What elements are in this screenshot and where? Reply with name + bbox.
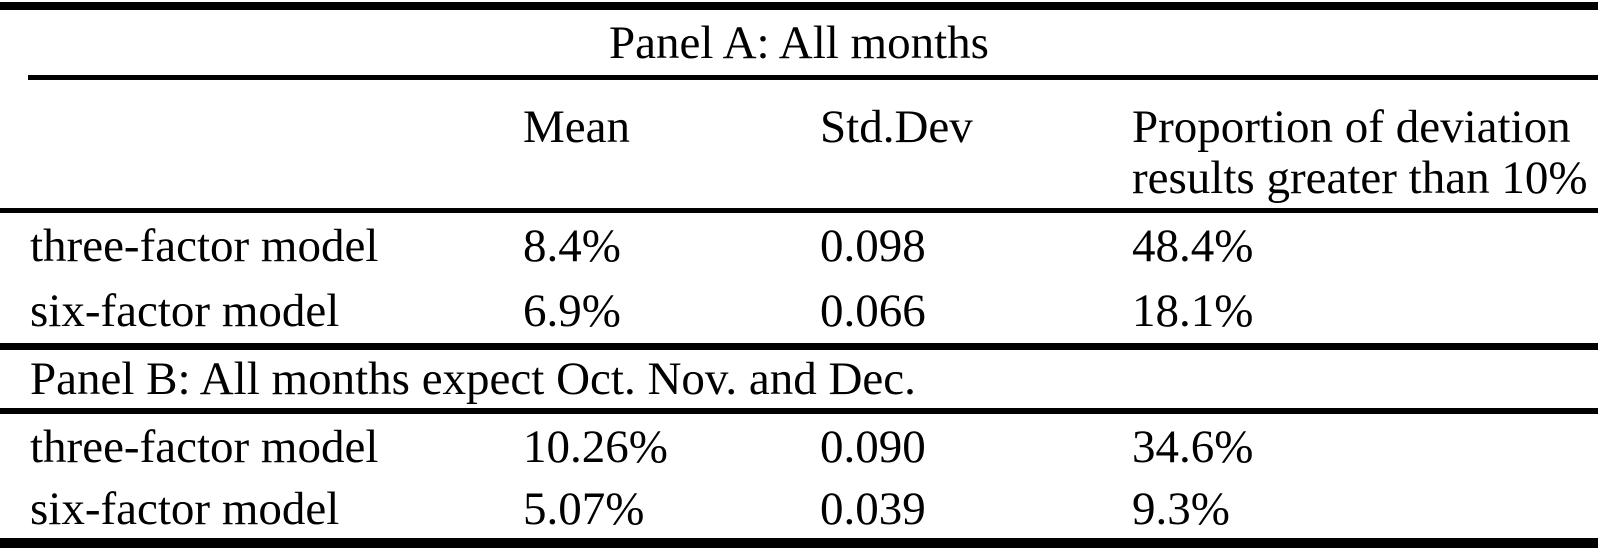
table-row: six-factor model 5.07% 0.039 9.3% [0,479,1598,538]
mean-value: 5.07% [523,482,645,535]
header-mean-column: Mean [523,101,631,153]
model-label: three-factor model [30,219,379,272]
proportion-value: 18.1% [1132,284,1254,337]
mean-value: 8.4% [523,219,621,272]
proportion-value: 48.4% [1132,219,1254,272]
column-header-row: Mean Std.Dev Proportion of deviation res… [0,80,1598,208]
std-dev-value: 0.066 [820,284,926,337]
model-label: three-factor model [30,420,379,473]
panel-a-underline-rule [28,75,1598,80]
panel-a-bottom-rule [0,343,1598,350]
header-proportion-column: Proportion of deviation results greater … [1132,101,1588,204]
mean-value: 6.9% [523,284,621,337]
table-top-rule [0,2,1598,10]
panel-b-title-row: Panel B: All months expect Oct. Nov. and… [0,350,1598,408]
header-bottom-rule [0,208,1598,213]
panel-a-title: Panel A: All months [609,16,989,69]
std-dev-value: 0.039 [820,482,926,535]
table-row: six-factor model 6.9% 0.066 18.1% [0,278,1598,343]
std-dev-value: 0.090 [820,420,926,473]
panel-a-title-row: Panel A: All months [0,10,1598,75]
panel-b-underline-rule [0,408,1598,414]
table-bottom-rule [0,538,1598,548]
proportion-value: 34.6% [1132,420,1254,473]
header-std-dev-column: Std.Dev [820,101,973,153]
model-label: six-factor model [30,284,340,337]
table-row: three-factor model 10.26% 0.090 34.6% [0,414,1598,479]
panel-b-title: Panel B: All months expect Oct. Nov. and… [30,353,916,405]
table-row: three-factor model 8.4% 0.098 48.4% [0,213,1598,278]
mean-value: 10.26% [523,420,668,473]
proportion-value: 9.3% [1132,482,1230,535]
model-label: six-factor model [30,482,340,535]
std-dev-value: 0.098 [820,219,926,272]
